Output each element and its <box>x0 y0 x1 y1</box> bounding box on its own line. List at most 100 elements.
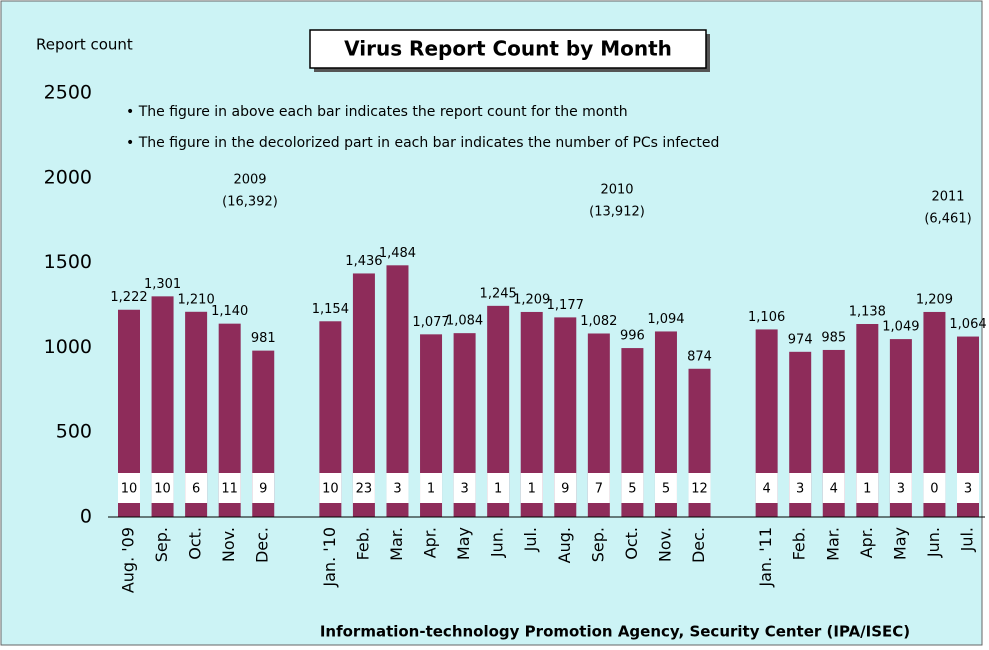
value-label: 1,084 <box>446 314 483 329</box>
infected-label: 3 <box>460 482 468 497</box>
decolorized-part <box>957 473 979 503</box>
x-tick-label: Aug. '09 <box>119 527 138 593</box>
value-label: 1,209 <box>513 292 550 307</box>
infected-label: 10 <box>121 482 138 497</box>
note: • The figure in the decolorized part in … <box>126 135 719 151</box>
bar <box>420 334 443 517</box>
decolorized-part <box>185 473 208 503</box>
y-tick-label: 2500 <box>44 82 92 104</box>
value-label: 1,106 <box>748 310 785 325</box>
x-tick-label: Feb. <box>790 527 809 560</box>
x-tick-label: Jul. <box>958 527 977 552</box>
bar <box>319 321 342 517</box>
decolorized-part <box>822 473 845 503</box>
bar <box>889 339 912 517</box>
x-tick-label: Apr. <box>857 527 876 558</box>
value-label: 1,436 <box>345 254 382 269</box>
bar <box>487 305 510 517</box>
decolorized-part <box>755 473 778 503</box>
infected-label: 5 <box>628 482 636 497</box>
decolorized-part <box>487 473 510 503</box>
decolorized-part <box>151 473 174 503</box>
annotation: (16,392) <box>222 195 278 210</box>
decolorized-part <box>420 473 443 503</box>
infected-label: 3 <box>393 482 401 497</box>
infected-label: 1 <box>863 482 871 497</box>
bar <box>654 331 677 517</box>
decolorized-part <box>319 473 342 503</box>
value-label: 985 <box>821 330 846 345</box>
bar <box>118 309 140 517</box>
annotation: (6,461) <box>924 212 971 227</box>
infected-label: 9 <box>561 482 569 497</box>
infected-label: 10 <box>154 482 171 497</box>
decolorized-part <box>856 473 879 503</box>
decolorized-part <box>654 473 677 503</box>
decolorized-part <box>688 473 711 503</box>
x-tick-label: Oct. <box>186 527 205 560</box>
value-label: 1,049 <box>882 320 919 335</box>
value-label: 1,094 <box>647 312 684 327</box>
infected-label: 10 <box>322 482 339 497</box>
decolorized-part <box>621 473 644 503</box>
decolorized-part <box>218 473 241 503</box>
value-label: 1,209 <box>916 292 953 307</box>
bar <box>923 311 946 517</box>
value-label: 1,301 <box>144 277 181 292</box>
value-label: 1,082 <box>580 314 617 329</box>
y-tick-label: 1000 <box>44 336 92 358</box>
value-label: 1,177 <box>547 298 584 313</box>
x-tick-label: Oct. <box>622 527 641 560</box>
decolorized-part <box>453 473 476 503</box>
infected-label: 0 <box>930 482 938 497</box>
bar <box>520 311 543 517</box>
infected-label: 9 <box>259 482 267 497</box>
bar <box>587 333 610 517</box>
bar <box>856 323 879 517</box>
x-tick-label: Sep. <box>152 527 171 562</box>
infected-label: 12 <box>691 482 708 497</box>
decolorized-part <box>789 473 812 503</box>
decolorized-part <box>889 473 912 503</box>
value-label: 1,140 <box>211 304 248 319</box>
annotation: 2010 <box>600 183 633 198</box>
y-tick-label: 0 <box>80 506 92 528</box>
value-label: 1,138 <box>849 304 886 319</box>
annotation: 2009 <box>233 173 266 188</box>
footer: Information-technology Promotion Agency,… <box>320 623 910 641</box>
bar <box>151 296 174 517</box>
value-label: 1,077 <box>412 315 449 330</box>
note: • The figure in above each bar indicates… <box>126 104 628 120</box>
value-label: 874 <box>687 349 712 364</box>
infected-label: 7 <box>595 482 603 497</box>
title-box <box>309 29 707 69</box>
x-tick-label: Dec. <box>253 527 272 563</box>
infected-label: 3 <box>897 482 905 497</box>
infected-label: 1 <box>494 482 502 497</box>
decolorized-part <box>554 473 577 503</box>
decolorized-part <box>352 473 375 503</box>
x-tick-label: Nov. <box>219 527 238 562</box>
x-tick-label: Dec. <box>689 527 708 563</box>
value-label: 974 <box>788 332 813 347</box>
chart-title: Virus Report Count by Month <box>344 37 672 61</box>
infected-label: 11 <box>221 482 238 497</box>
decolorized-part <box>252 473 275 503</box>
bar <box>218 323 241 517</box>
x-tick-label: Jan. '11 <box>756 527 775 588</box>
bar <box>957 336 979 517</box>
y-axis-label: Report count <box>36 36 133 54</box>
value-label: 1,222 <box>110 290 147 305</box>
value-label: 1,154 <box>312 302 349 317</box>
decolorized-part <box>923 473 946 503</box>
x-tick-label: Aug. <box>555 527 574 563</box>
y-tick-label: 500 <box>56 421 92 443</box>
infected-label: 1 <box>528 482 536 497</box>
x-tick-label: Apr. <box>421 527 440 558</box>
annotation: 2011 <box>931 190 964 205</box>
x-tick-label: May <box>890 527 909 560</box>
x-tick-label: Jan. '10 <box>320 527 339 588</box>
bar <box>755 329 778 517</box>
annotation: (13,912) <box>589 205 645 220</box>
